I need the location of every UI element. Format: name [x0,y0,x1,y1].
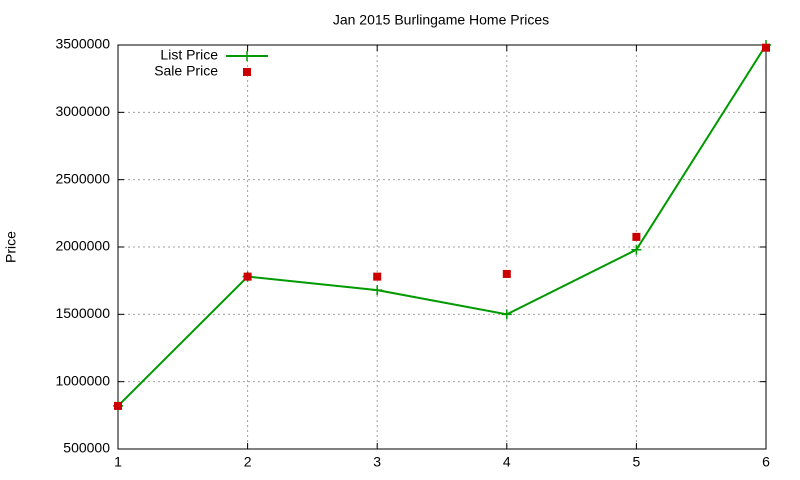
x-tick-label: 6 [762,454,770,470]
data-point [632,232,641,241]
y-tick-label: 2500000 [55,170,110,186]
data-point [501,309,512,320]
data-point [243,272,252,281]
y-tick-label: 3500000 [55,36,110,52]
x-tick-label: 4 [503,454,511,470]
data-point [114,401,122,410]
x-tick-label: 2 [244,454,252,470]
y-tick-label: 1000000 [55,372,110,388]
y-tick-label: 1500000 [55,305,110,321]
x-tick-label: 5 [633,454,641,470]
y-tick-label: 500000 [63,440,110,456]
legend-label: List Price [160,47,218,63]
y-tick-label: 3000000 [55,103,110,119]
legend-label: Sale Price [154,63,218,79]
legend-swatch [242,51,252,61]
data-point [631,244,642,255]
data-point [373,272,382,281]
chart-title: Jan 2015 Burlingame Home Prices [333,12,549,28]
legend-swatch [243,68,251,76]
data-point [762,43,770,52]
y-axis-label: Price [3,231,19,263]
x-tick-label: 3 [373,454,381,470]
series-line [117,44,767,407]
y-tick-label: 2000000 [55,238,110,254]
data-point [502,269,511,278]
data-point [372,285,383,296]
plot-frame [117,44,767,450]
x-tick-label: 1 [114,454,122,470]
